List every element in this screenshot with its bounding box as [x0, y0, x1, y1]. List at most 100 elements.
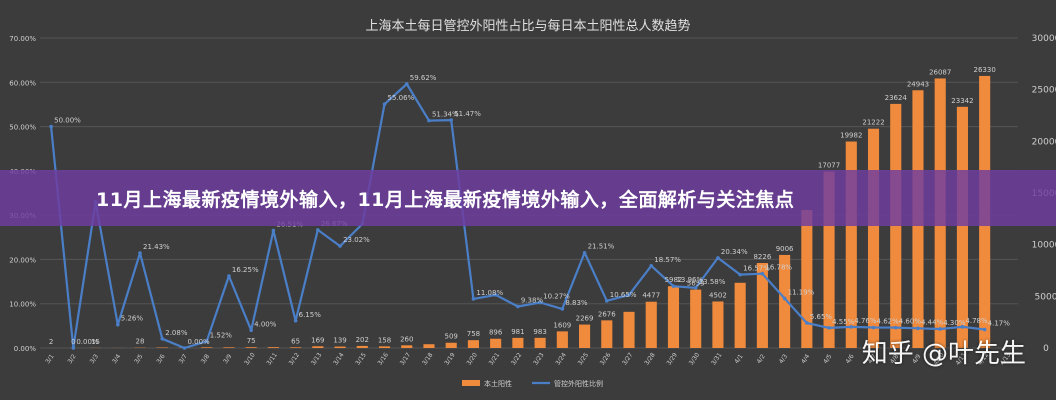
bar-data-label: 21222: [862, 119, 884, 127]
line-data-label: 4.76%: [854, 317, 877, 325]
x-tick-label: 4/3: [778, 353, 789, 365]
bar-data-label: 983: [533, 328, 546, 336]
line-point: [782, 296, 787, 301]
bar-data-label: 9006: [776, 245, 794, 253]
line-data-label: 11.08%: [476, 289, 503, 297]
line-point: [982, 327, 987, 332]
bar: [867, 128, 880, 348]
bar-data-label: 758: [467, 330, 480, 338]
bar-data-label: 158: [378, 336, 391, 344]
line-point: [160, 336, 165, 341]
line-point: [115, 322, 120, 327]
line-point: [560, 307, 565, 311]
line-data-label: 9.38%: [521, 296, 544, 304]
x-tick-label: 3/3: [89, 353, 100, 365]
bar: [201, 347, 213, 348]
x-tick-label: 3/4: [111, 353, 122, 365]
line-point: [649, 263, 654, 268]
line-data-label: 6.15%: [299, 311, 322, 319]
line-point: [805, 321, 809, 325]
line-point: [627, 293, 631, 297]
line-point: [182, 346, 187, 350]
bar: [312, 346, 324, 348]
x-tick-label: 4/7: [867, 353, 878, 365]
line-data-label: 16.78%: [765, 264, 792, 272]
line-data-label: 16.25%: [232, 266, 259, 274]
line-point: [716, 256, 720, 260]
bar: [334, 346, 346, 348]
bar: [579, 324, 591, 348]
bar-data-label: 75: [247, 337, 256, 345]
line-data-label: 10.27%: [543, 293, 570, 301]
x-tick-label: 4/1: [733, 353, 744, 365]
line-data-label: 59.62%: [410, 74, 437, 82]
bar-data-label: 202: [356, 336, 369, 344]
y-left-tick-label: 50.00%: [9, 124, 36, 132]
line-point: [382, 102, 387, 106]
line-layer: [49, 82, 987, 350]
line-point: [449, 118, 454, 122]
line-data-label: 5.26%: [121, 315, 144, 323]
line-point: [249, 328, 253, 333]
x-tick-label: 4/2: [756, 353, 767, 365]
line-point: [582, 250, 587, 255]
bar-data-label: 4477: [642, 292, 660, 300]
bar-data-label: 28: [136, 338, 145, 346]
bar-data-label: 17077: [818, 162, 840, 170]
y-left-tick-label: 60.00%: [9, 79, 36, 87]
bar-data-label: 26087: [929, 68, 951, 76]
line-data-label: 5.65%: [810, 313, 833, 321]
x-tick-label: 3/9: [222, 353, 233, 365]
bar: [401, 345, 413, 348]
bar: [756, 262, 768, 348]
line-data-label: 55.06%: [388, 94, 415, 102]
line-data-label: 4.17%: [988, 320, 1011, 328]
x-tick-label: 3/1: [44, 353, 55, 365]
bar: [423, 344, 435, 348]
line-point: [227, 274, 231, 278]
bar: [667, 286, 680, 348]
line-data-label: 2.08%: [165, 329, 188, 337]
bar: [801, 210, 813, 348]
bar-data-label: 23624: [885, 94, 908, 102]
line-point: [604, 299, 609, 303]
line-point: [471, 297, 476, 301]
line-point: [871, 325, 876, 330]
line-data-label: 13.96%: [676, 276, 703, 284]
bar: [845, 141, 857, 348]
line-point: [316, 228, 320, 232]
line-data-label: 18.57%: [654, 256, 681, 264]
bar-data-label: 896: [489, 329, 503, 337]
bar: [823, 171, 835, 348]
legend-swatch-bar: [462, 380, 480, 386]
x-tick-label: 4/9: [911, 353, 922, 365]
bar: [378, 346, 391, 348]
line-point: [138, 251, 142, 255]
bar: [690, 289, 702, 348]
line-point: [538, 300, 542, 305]
line-data-label: 11.19%: [788, 288, 815, 296]
bar-data-label: 5982: [665, 276, 683, 284]
bar-data-label: 0: [71, 338, 75, 346]
line-point: [204, 339, 209, 344]
line-data-label: 4.30%: [943, 319, 966, 327]
line-data-label: 8.83%: [565, 299, 588, 307]
line-point: [516, 304, 520, 309]
chart-title: 上海本土每日管控外阳性占比与每日本土阳性总人数趋势: [365, 18, 690, 34]
line-data-label: 20.34%: [721, 248, 748, 256]
bar: [512, 337, 524, 348]
y-right-tick-label: 30000: [1032, 34, 1056, 44]
bar-data-label: 15: [91, 338, 100, 346]
line-point: [493, 293, 498, 297]
bar: [734, 282, 746, 348]
bar: [445, 342, 457, 348]
headline-banner: 11月上海最新疫情境外输入，11月上海最新疫情境外输入，全面解析与关注焦点: [0, 170, 1056, 226]
line-point: [849, 325, 854, 329]
bar: [645, 301, 657, 348]
line-point: [738, 272, 742, 277]
line-point: [49, 124, 53, 129]
bar-data-label: 23342: [951, 97, 973, 105]
x-tick-label: 3/7: [178, 353, 189, 365]
line-point: [827, 326, 831, 330]
bar-data-label: 26330: [974, 66, 996, 74]
